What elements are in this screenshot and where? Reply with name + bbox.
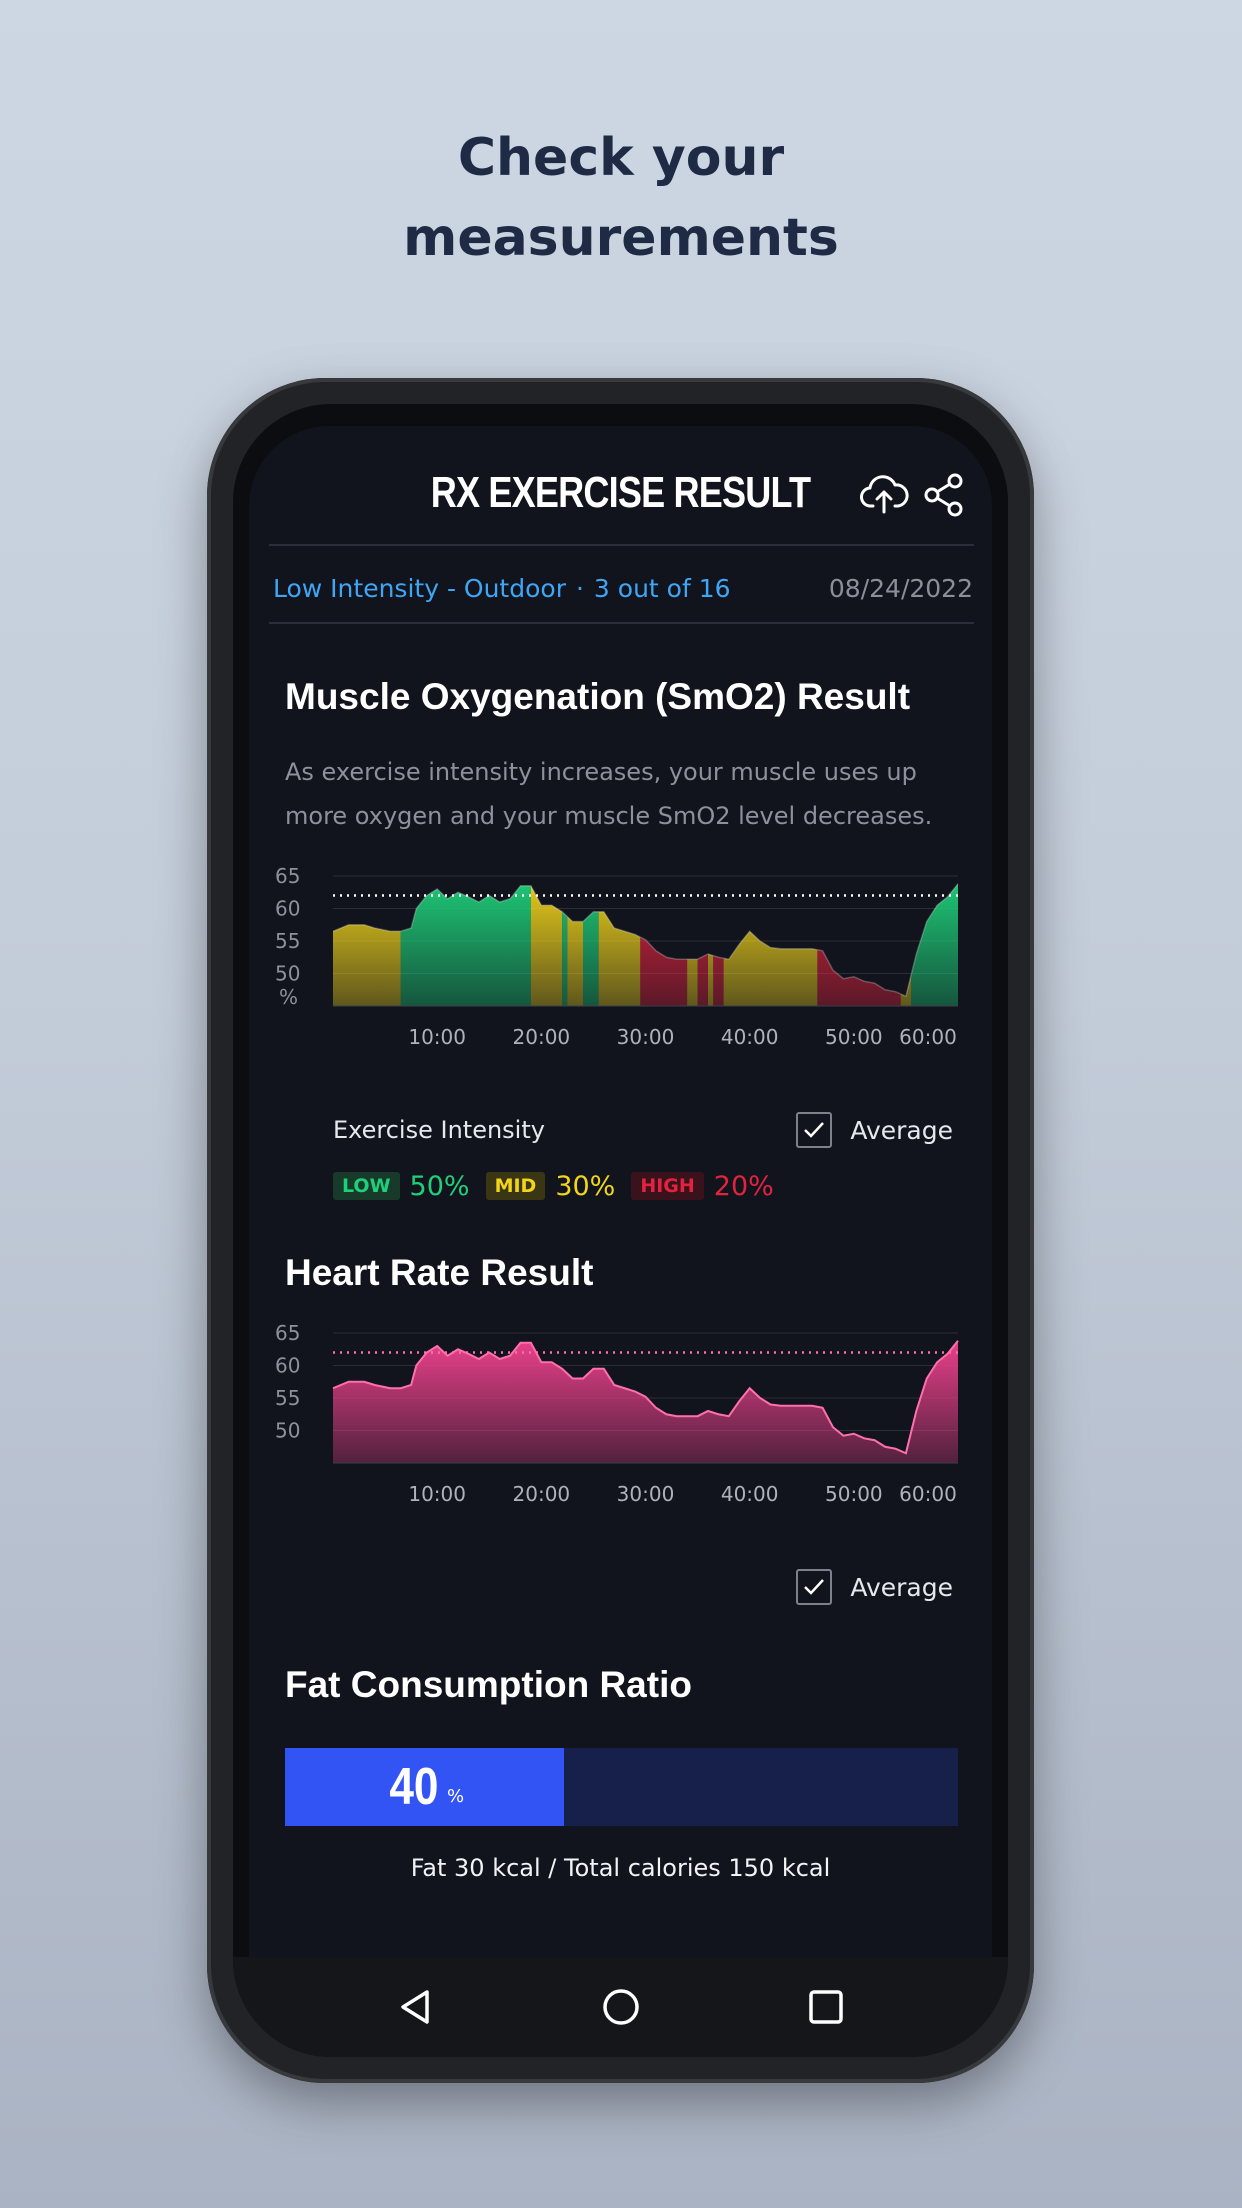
high-percent: 20% — [713, 1170, 774, 1202]
smo2-legend: Exercise Intensity Average — [333, 1110, 953, 1154]
heart-rate-chart-svg: 65 60 55 50 10:00 20:00 30:00 40:00 50:00 60:00 — [275, 1323, 959, 1506]
x-tick-label: 10:00 — [408, 1482, 466, 1506]
y-tick-label: 50 — [275, 962, 300, 986]
session-info: Low Intensity - Outdoor · 3 out of 16 08… — [273, 568, 973, 608]
app-screen: RX EXERCISE RESULT Low Intensity - Outdo… — [249, 426, 992, 1957]
heart-rate-area — [333, 1340, 958, 1463]
intensity-zone-mid — [723, 883, 818, 1006]
x-tick-label: 30:00 — [617, 1482, 675, 1506]
heart-rate-legend: Average — [333, 1567, 953, 1611]
intensity-label: Exercise Intensity — [333, 1116, 545, 1144]
intensity-zone-low — [562, 883, 568, 1006]
smo2-description: As exercise intensity increases, your mu… — [285, 758, 933, 830]
fat-ratio-fill: 40 % — [285, 1748, 565, 1826]
y-tick-label: 65 — [275, 1323, 300, 1345]
intensity-zone-mid — [708, 883, 714, 1006]
smo2-chart: 65 60 55 50% 10:00 20:00 30:00 40:00 50:00 60:00 — [249, 866, 992, 1116]
x-tick-label: 60:00 — [899, 1025, 957, 1049]
promo-headline: Check your measurements — [0, 118, 1242, 278]
x-tick-label: 20:00 — [513, 1482, 571, 1506]
smo2-title: Muscle Oxygenation (SmO2) Result — [285, 676, 911, 717]
phone-bezel: RX EXERCISE RESULT Low Intensity - Outdo… — [233, 404, 1008, 2057]
y-tick-label: 55 — [275, 1386, 300, 1410]
phone-frame: RX EXERCISE RESULT Low Intensity - Outdo… — [207, 378, 1034, 2083]
high-badge: HIGH — [631, 1172, 704, 1200]
promo-line-2: measurements — [403, 208, 839, 268]
android-nav-bar — [233, 1957, 1008, 2057]
intensity-zone-high — [697, 883, 708, 1006]
session-progress: 3 out of 16 — [593, 573, 731, 603]
intensity-zone-mid — [567, 883, 583, 1006]
header-divider — [269, 544, 974, 546]
mid-badge: MID — [485, 1172, 546, 1200]
page-title: RX EXERCISE RESULT — [430, 468, 811, 517]
x-tick-label: 20:00 — [513, 1025, 571, 1049]
session-type: Low Intensity - Outdoor — [273, 573, 566, 603]
share-icon[interactable] — [919, 470, 969, 520]
smo2-average-toggle[interactable]: Average — [796, 1110, 953, 1150]
heart-rate-average-label: Average — [850, 1572, 953, 1602]
intensity-zone-mid — [333, 883, 401, 1006]
intensity-zone-low — [911, 883, 958, 1006]
y-tick-label: 65 — [275, 866, 300, 888]
low-percent: 50% — [409, 1170, 470, 1202]
mid-percent: 30% — [555, 1170, 616, 1202]
x-tick-label: 10:00 — [408, 1025, 466, 1049]
session-separator: · — [575, 573, 584, 603]
check-icon — [804, 1579, 825, 1595]
recents-square-icon[interactable] — [796, 1977, 856, 2037]
intensity-zone-mid — [687, 883, 698, 1006]
intensity-zone-high — [713, 883, 724, 1006]
x-tick-label: 40:00 — [721, 1025, 779, 1049]
y-tick-label: 60 — [275, 897, 300, 921]
intensity-zone-mid — [598, 883, 641, 1006]
intensity-zone-low — [583, 883, 599, 1006]
smo2-line — [332, 883, 959, 998]
fat-caption: Fat 30 kcal / Total calories 150 kcal — [410, 1854, 831, 1882]
fat-title: Fat Consumption Ratio — [285, 1664, 692, 1705]
heart-rate-average-toggle[interactable]: Average — [796, 1567, 953, 1607]
y-tick-label: 55 — [275, 929, 300, 953]
x-tick-label: 50:00 — [825, 1025, 883, 1049]
low-badge: LOW — [333, 1172, 400, 1200]
intensity-zone-low — [400, 883, 531, 1006]
heart-rate-average-checkbox[interactable] — [796, 1569, 833, 1605]
intensity-levels: LOW 50% MID 30% HIGH 20% — [333, 1166, 790, 1206]
heart-rate-chart: 65 60 55 50 10:00 20:00 30:00 40:00 50:00 60:00 — [249, 1323, 992, 1573]
cloud-upload-icon[interactable] — [859, 470, 909, 520]
x-tick-label: 60:00 — [899, 1482, 957, 1506]
smo2-average-checkbox[interactable] — [796, 1112, 833, 1148]
y-axis-label: % — [279, 985, 298, 1009]
y-tick-label: 50 — [275, 1419, 300, 1443]
y-tick-label: 60 — [275, 1354, 300, 1378]
smo2-average-label: Average — [850, 1115, 953, 1145]
smo2-chart-svg: 65 60 55 50% 10:00 20:00 30:00 40:00 50:00 60:00 — [275, 866, 959, 1049]
session-date: 08/24/2022 — [828, 573, 973, 603]
home-circle-icon[interactable] — [591, 1977, 651, 2037]
x-tick-label: 50:00 — [825, 1482, 883, 1506]
check-icon — [804, 1122, 825, 1138]
x-tick-label: 40:00 — [721, 1482, 779, 1506]
intensity-zone-mid — [900, 883, 912, 1006]
x-tick-label: 30:00 — [617, 1025, 675, 1049]
promo-line-1: Check your — [457, 128, 785, 188]
intensity-zone-mid — [530, 883, 563, 1006]
fat-ratio-unit: % — [447, 1785, 465, 1807]
heart-rate-line — [332, 1340, 959, 1455]
back-triangle-icon[interactable] — [386, 1977, 446, 2037]
heart-rate-title: Heart Rate Result — [285, 1252, 594, 1293]
intensity-zone-high — [817, 883, 901, 1006]
subheader-divider — [269, 622, 974, 624]
intensity-zone-high — [640, 883, 688, 1006]
fat-ratio-bar: 40 % — [285, 1748, 958, 1826]
fat-ratio-value: 40 — [389, 1758, 439, 1816]
